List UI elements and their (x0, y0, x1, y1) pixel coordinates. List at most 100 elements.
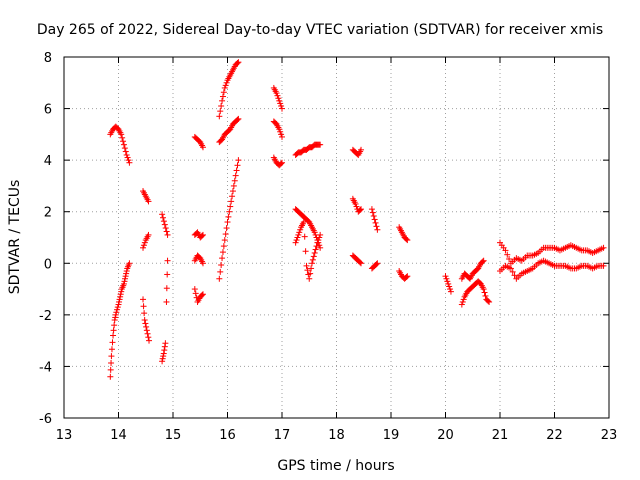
data-point (226, 208, 233, 215)
data-point (142, 320, 149, 327)
data-point (507, 265, 514, 272)
data-point (296, 229, 303, 236)
x-tick-label: 15 (165, 428, 182, 443)
data-point (302, 248, 309, 255)
data-point (446, 283, 453, 290)
data-point (222, 231, 229, 238)
data-point (276, 126, 283, 133)
data-point (445, 280, 452, 287)
data-point (485, 298, 492, 305)
data-point (117, 293, 124, 300)
data-point (199, 292, 206, 299)
data-point (140, 303, 147, 310)
data-point (479, 258, 486, 265)
data-point (117, 291, 124, 298)
data-point (145, 334, 152, 341)
data-point (458, 301, 465, 308)
x-axis-label: GPS time / hours (277, 458, 394, 474)
data-point (274, 92, 281, 99)
data-point (358, 206, 365, 213)
data-point (160, 350, 167, 357)
data-point (374, 260, 381, 267)
data-point (228, 198, 235, 205)
data-point (310, 253, 317, 260)
x-tick-label: 18 (328, 428, 345, 443)
data-point (111, 317, 118, 324)
data-point (108, 346, 115, 353)
data-point (459, 298, 466, 305)
data-point (143, 327, 150, 334)
data-point (447, 288, 454, 295)
data-point (304, 267, 311, 274)
data-point (161, 221, 168, 228)
data-point (308, 265, 315, 272)
data-point (108, 359, 115, 366)
data-point (372, 219, 379, 226)
data-point (234, 60, 241, 67)
data-point (235, 157, 242, 164)
data-point (273, 90, 280, 97)
data-point (107, 373, 114, 380)
data-point (118, 131, 125, 138)
data-point (308, 260, 315, 267)
data-point (358, 260, 365, 267)
plot-frame (63, 56, 610, 419)
data-point (123, 270, 130, 277)
data-point (275, 95, 282, 102)
data-point (309, 256, 316, 263)
x-tick-label: 22 (546, 428, 563, 443)
data-point (124, 154, 131, 161)
data-point (311, 229, 318, 236)
y-tick-label: 4 (44, 154, 52, 169)
data-point (163, 298, 170, 305)
data-point (509, 268, 516, 275)
data-point (145, 231, 152, 238)
data-point (317, 244, 324, 251)
data-point (357, 206, 364, 213)
data-point (352, 200, 359, 207)
data-point (220, 89, 227, 96)
data-point (126, 159, 133, 166)
data-points (107, 59, 607, 380)
data-point (222, 82, 229, 89)
data-point (125, 157, 132, 164)
data-point (279, 159, 285, 166)
data-point (443, 275, 450, 282)
data-point (301, 233, 308, 240)
data-point (110, 332, 117, 339)
data-point (223, 225, 230, 232)
data-point (404, 237, 411, 244)
data-point (306, 275, 313, 282)
data-point (126, 260, 133, 267)
data-point (111, 322, 118, 329)
data-point (163, 285, 170, 292)
x-tick-label: 19 (383, 428, 400, 443)
data-point (159, 358, 166, 365)
data-point (371, 216, 378, 223)
data-point (144, 330, 151, 337)
data-point (295, 231, 302, 238)
x-tick-label: 17 (274, 428, 291, 443)
data-point (277, 128, 284, 135)
data-point (219, 93, 226, 100)
data-point (482, 292, 489, 299)
data-point (140, 244, 147, 251)
data-point (162, 225, 169, 232)
data-point (511, 272, 518, 279)
data-point (447, 286, 454, 293)
data-point (357, 259, 364, 266)
data-point (600, 244, 607, 251)
data-point (353, 203, 360, 210)
data-point (160, 214, 167, 221)
data-point (108, 353, 115, 360)
y-axis-label: SDTVAR / TECUs (7, 180, 23, 295)
data-point (442, 273, 449, 280)
data-point (110, 327, 117, 334)
data-point (218, 102, 225, 109)
grid-lines (64, 57, 609, 418)
data-point (223, 79, 230, 86)
data-point (221, 84, 228, 91)
data-point (113, 309, 120, 316)
data-point (279, 105, 285, 112)
data-point (235, 115, 242, 122)
